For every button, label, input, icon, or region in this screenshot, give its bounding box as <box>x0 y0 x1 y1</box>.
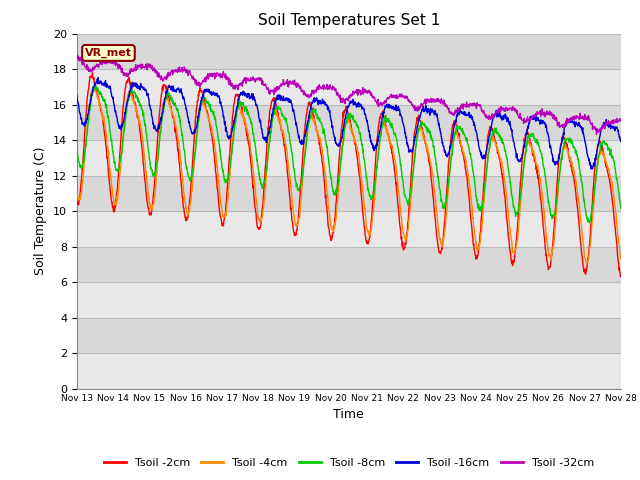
Tsoil -8cm <box>138 105 145 111</box>
Tsoil -16cm <box>325 107 333 113</box>
Tsoil -4cm <box>138 126 145 132</box>
Tsoil -4cm <box>115 177 123 182</box>
Tsoil -8cm <box>73 144 81 150</box>
Tsoil -8cm <box>617 205 625 211</box>
Line: Tsoil -32cm: Tsoil -32cm <box>77 55 621 134</box>
Tsoil -32cm <box>115 65 123 71</box>
Tsoil -2cm <box>304 103 312 108</box>
Bar <box>77 34 621 69</box>
Line: Tsoil -16cm: Tsoil -16cm <box>77 78 621 169</box>
Bar <box>77 353 621 389</box>
Tsoil -32cm <box>617 118 625 124</box>
Bar <box>77 211 621 247</box>
Tsoil -32cm <box>137 61 145 67</box>
Tsoil -32cm <box>304 94 312 99</box>
Tsoil -16cm <box>115 125 123 131</box>
Bar <box>77 318 621 353</box>
Tsoil -8cm <box>325 162 333 168</box>
Tsoil -16cm <box>383 104 390 109</box>
Bar <box>77 176 621 211</box>
Tsoil -2cm <box>316 142 323 147</box>
Tsoil -8cm <box>586 220 593 226</box>
Title: Soil Temperatures Set 1: Soil Temperatures Set 1 <box>258 13 440 28</box>
Tsoil -16cm <box>138 84 145 89</box>
Tsoil -4cm <box>316 135 323 141</box>
Line: Tsoil -4cm: Tsoil -4cm <box>77 87 621 264</box>
Tsoil -4cm <box>583 261 591 267</box>
Tsoil -8cm <box>316 118 323 123</box>
Tsoil -8cm <box>92 83 99 89</box>
Bar <box>77 140 621 176</box>
Text: VR_met: VR_met <box>85 48 132 58</box>
Tsoil -4cm <box>304 120 312 125</box>
Tsoil -8cm <box>304 124 312 130</box>
Tsoil -2cm <box>383 127 390 132</box>
Tsoil -32cm <box>593 132 600 137</box>
Tsoil -16cm <box>94 75 102 81</box>
Tsoil -16cm <box>316 98 323 104</box>
Tsoil -16cm <box>617 139 625 144</box>
Tsoil -32cm <box>73 52 81 58</box>
Legend: Tsoil -2cm, Tsoil -4cm, Tsoil -8cm, Tsoil -16cm, Tsoil -32cm: Tsoil -2cm, Tsoil -4cm, Tsoil -8cm, Tsoi… <box>99 453 598 472</box>
Line: Tsoil -8cm: Tsoil -8cm <box>77 86 621 223</box>
Tsoil -2cm <box>325 226 333 231</box>
Tsoil -32cm <box>325 84 333 90</box>
Tsoil -4cm <box>325 206 333 212</box>
Tsoil -16cm <box>73 92 81 98</box>
Tsoil -8cm <box>115 164 123 170</box>
Tsoil -4cm <box>617 256 625 262</box>
Tsoil -2cm <box>115 161 123 167</box>
Line: Tsoil -2cm: Tsoil -2cm <box>77 73 621 276</box>
Bar <box>77 282 621 318</box>
Y-axis label: Soil Temperature (C): Soil Temperature (C) <box>35 147 47 276</box>
Tsoil -4cm <box>90 84 97 90</box>
Tsoil -4cm <box>383 130 390 135</box>
Bar <box>77 105 621 140</box>
Bar <box>77 69 621 105</box>
Tsoil -2cm <box>138 140 145 146</box>
Tsoil -16cm <box>304 118 312 124</box>
Bar <box>77 247 621 282</box>
Tsoil -2cm <box>73 199 81 204</box>
Tsoil -2cm <box>617 274 625 279</box>
X-axis label: Time: Time <box>333 408 364 421</box>
Tsoil -2cm <box>616 274 624 279</box>
Tsoil -32cm <box>315 86 323 92</box>
Tsoil -8cm <box>383 116 390 121</box>
Tsoil -32cm <box>383 97 390 103</box>
Tsoil -2cm <box>88 70 96 76</box>
Tsoil -4cm <box>73 189 81 195</box>
Tsoil -16cm <box>588 166 595 172</box>
